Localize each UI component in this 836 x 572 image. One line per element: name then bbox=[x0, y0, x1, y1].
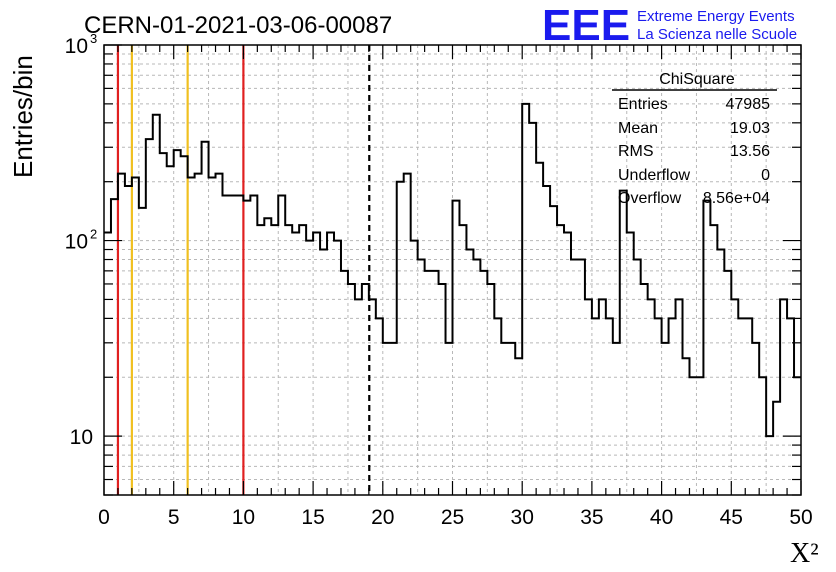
histogram-series-line bbox=[104, 102, 801, 438]
y-tick-label: 10 bbox=[65, 231, 88, 254]
chart-title: CERN-01-2021-03-06-00087 bbox=[84, 12, 392, 39]
eee-logo: EEE bbox=[542, 1, 630, 50]
y-tick-exponent: 3 bbox=[90, 31, 97, 46]
x-tick-label: 20 bbox=[371, 506, 394, 529]
stats-label-entries: Entries bbox=[618, 96, 668, 113]
x-tick-label: 50 bbox=[789, 506, 812, 529]
stats-label-rms: RMS bbox=[618, 143, 654, 160]
x-tick-label: 25 bbox=[441, 506, 464, 529]
y-tick-label: 10 bbox=[70, 426, 93, 449]
logo-line1: Extreme Energy Events bbox=[637, 8, 795, 25]
x-tick-label: 30 bbox=[511, 506, 534, 529]
y-tick-exponent: 2 bbox=[90, 227, 97, 242]
x-tick-label: 15 bbox=[301, 506, 324, 529]
x-tick-label: 40 bbox=[650, 506, 673, 529]
x-axis-label: X² bbox=[790, 538, 819, 569]
reference-lines bbox=[116, 45, 371, 495]
stats-value-entries: 47985 bbox=[726, 96, 771, 113]
stats-value-rms: 13.56 bbox=[730, 143, 770, 160]
x-tick-label: 0 bbox=[98, 506, 110, 529]
stats-box: ChiSquare Entries 47985 Mean 19.03 RMS 1… bbox=[612, 71, 777, 207]
y-axis-label: Entries/bin bbox=[8, 55, 38, 178]
logo-line2: La Scienza nelle Scuole bbox=[637, 26, 797, 43]
stats-label-mean: Mean bbox=[618, 120, 658, 137]
x-tick-label: 5 bbox=[168, 506, 180, 529]
stats-title: ChiSquare bbox=[659, 71, 735, 88]
y-tick-label: 10 bbox=[65, 35, 88, 58]
stats-label-overflow: Overflow bbox=[618, 190, 682, 207]
x-tick-label: 45 bbox=[720, 506, 743, 529]
stats-value-underflow: 0 bbox=[761, 167, 770, 184]
stats-value-mean: 19.03 bbox=[730, 120, 770, 137]
axis-ticks bbox=[103, 44, 802, 496]
stats-label-underflow: Underflow bbox=[618, 167, 690, 184]
x-tick-labels: 0 5 10 15 20 25 30 35 40 45 50 bbox=[98, 506, 813, 529]
x-tick-label: 10 bbox=[232, 506, 255, 529]
stats-value-overflow: 8.56e+04 bbox=[703, 190, 770, 207]
x-tick-label: 35 bbox=[580, 506, 603, 529]
